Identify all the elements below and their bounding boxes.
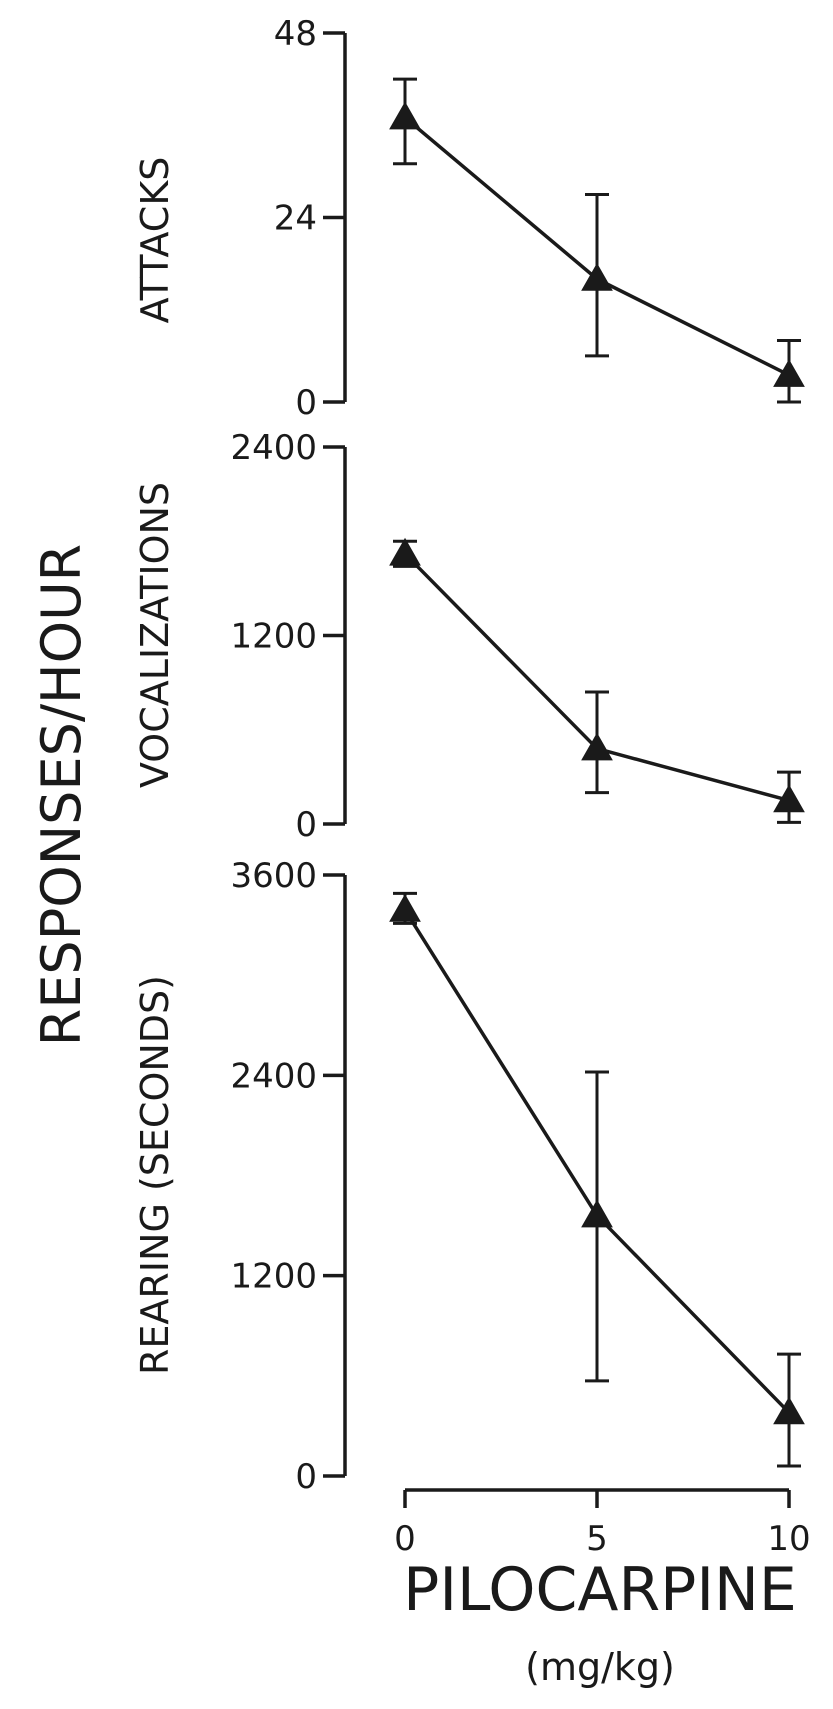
shared-x-axis: 0 5 10 bbox=[394, 1488, 811, 1559]
data-point-triangle bbox=[773, 1396, 805, 1425]
data-point-triangle bbox=[773, 784, 805, 813]
panel-ylabel: VOCALIZATIONS bbox=[133, 482, 177, 788]
panel-ylabel: REARING (SECONDS) bbox=[133, 975, 177, 1375]
data-point-triangle bbox=[581, 1199, 613, 1228]
data-point-triangle bbox=[581, 732, 613, 761]
y-tick-label: 1200 bbox=[230, 1257, 317, 1297]
x-axis-title: PILOCARPINE bbox=[403, 1555, 797, 1625]
panel-ylabel: ATTACKS bbox=[133, 157, 177, 324]
panel-2: 0 1200 2400 VOCALIZATIONS bbox=[133, 428, 805, 845]
panel-1: 0 24 48 ATTACKS bbox=[133, 14, 805, 423]
x-axis-unit: (mg/kg) bbox=[525, 1645, 675, 1689]
y-tick-label: 2400 bbox=[230, 428, 317, 468]
y-tick-label: 24 bbox=[274, 199, 317, 239]
data-point-triangle bbox=[389, 537, 421, 566]
x-tick-label: 0 bbox=[394, 1519, 416, 1559]
data-point-triangle bbox=[581, 262, 613, 291]
panel-3: 0 1200 2400 3600 REARING (SECONDS) bbox=[133, 856, 805, 1497]
data-point-triangle bbox=[389, 894, 421, 922]
y-tick-label: 2400 bbox=[230, 1056, 317, 1096]
y-tick-label: 48 bbox=[274, 14, 317, 54]
x-tick-label: 10 bbox=[767, 1519, 810, 1559]
y-tick-label: 3600 bbox=[230, 856, 317, 896]
y-tick-label: 0 bbox=[295, 1457, 317, 1497]
panels-group: 0 24 48 ATTACKS 0 1200 2400 VOCALIZATIONS 0 1200 2… bbox=[133, 14, 805, 1497]
data-point-triangle bbox=[773, 359, 805, 387]
x-tick-label: 5 bbox=[586, 1519, 608, 1559]
y-tick-label: 1200 bbox=[230, 617, 317, 657]
y-tick-label: 0 bbox=[295, 805, 317, 845]
data-point-triangle bbox=[389, 101, 421, 130]
y-axis-title: RESPONSES/HOUR bbox=[30, 544, 93, 1046]
y-tick-label: 0 bbox=[295, 383, 317, 423]
